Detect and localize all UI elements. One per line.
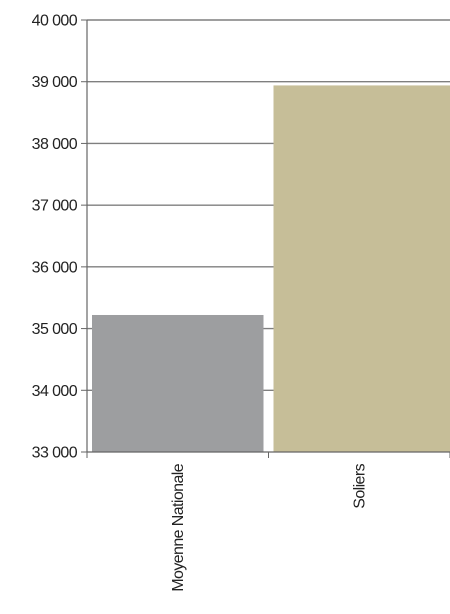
bar-moyenne-nationale — [92, 314, 264, 452]
bar-soliers — [273, 85, 450, 452]
y-tick-label: 39 000 — [32, 74, 78, 91]
y-tick-label: 33 000 — [32, 445, 78, 462]
y-tick-label: 36 000 — [32, 259, 78, 276]
x-tick-label: Soliers — [351, 463, 368, 508]
x-tick-labels: Moyenne Nationale Soliers — [170, 463, 369, 591]
y-tick-label: 37 000 — [32, 198, 78, 215]
x-tick-label: Moyenne Nationale — [170, 463, 187, 591]
y-tick-label: 35 000 — [32, 321, 78, 338]
bars — [92, 85, 450, 452]
y-tick-labels: 33 000 34 000 35 000 36 000 37 000 38 000 39 0… — [32, 13, 79, 462]
y-tick-label: 38 000 — [32, 136, 78, 153]
y-tick-label: 34 000 — [32, 383, 78, 400]
y-tick-label: 40 000 — [32, 13, 78, 30]
axes — [81, 19, 450, 458]
